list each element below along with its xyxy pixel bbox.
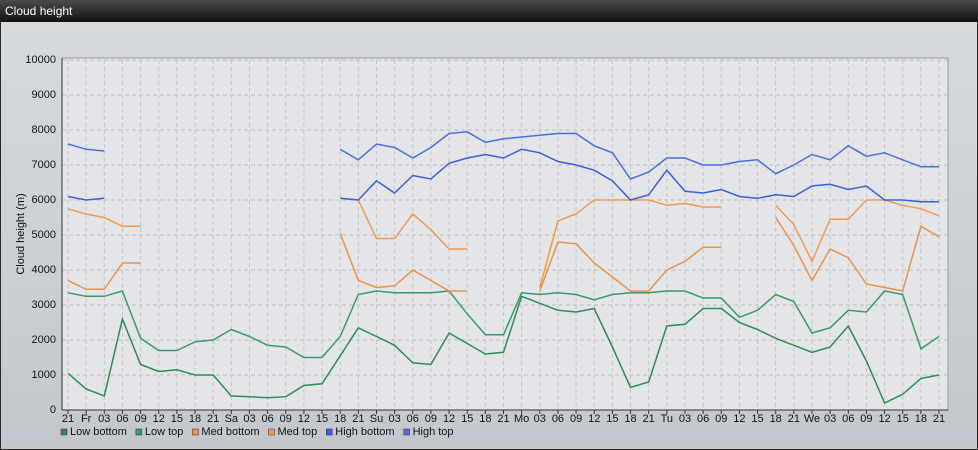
x-tick-label: Su [370, 413, 383, 425]
x-tick-label: 21 [643, 413, 655, 425]
x-tick-label: We [804, 413, 820, 425]
x-tick-label: 18 [479, 413, 491, 425]
x-tick-label: 15 [171, 413, 183, 425]
x-tick-label: Fr [81, 413, 92, 425]
y-tick-label: 9000 [32, 89, 56, 101]
y-tick-label: 1000 [32, 369, 56, 381]
legend-swatch [268, 428, 275, 436]
y-tick-label: 3000 [32, 299, 56, 311]
series-line [67, 197, 940, 288]
y-tick-label: 10000 [25, 54, 56, 66]
x-tick-label: 15 [461, 413, 473, 425]
x-tick-label: 09 [860, 413, 872, 425]
x-tick-label: 06 [697, 413, 709, 425]
series-line [67, 148, 939, 203]
x-tick-label: 18 [915, 413, 927, 425]
x-tick-label: 15 [316, 413, 328, 425]
window-title: Cloud height [0, 0, 978, 22]
x-tick-label: Tu [661, 413, 673, 425]
x-tick-label: 18 [334, 413, 346, 425]
x-tick-label: 06 [116, 413, 128, 425]
series-line [67, 295, 940, 405]
x-tick-label: 21 [352, 413, 364, 425]
y-tick-label: 8000 [32, 124, 56, 136]
y-tick-label: 2000 [32, 334, 56, 346]
y-axis-title: Cloud height (m) [15, 193, 27, 274]
y-tick-label: 4000 [32, 264, 56, 276]
legend-swatch [192, 428, 199, 436]
x-tick-label: 12 [153, 413, 165, 425]
x-tick-label: 18 [770, 413, 782, 425]
x-tick-label: 09 [280, 413, 292, 425]
y-tick-label: 7000 [32, 159, 56, 171]
legend-label: Med bottom [201, 426, 259, 438]
x-tick-label: 21 [788, 413, 800, 425]
y-tick-label: 6000 [32, 194, 56, 206]
x-tick-label: 03 [98, 413, 110, 425]
legend-swatch [60, 428, 68, 436]
x-tick-label: 06 [842, 413, 854, 425]
x-tick-label: 21 [207, 413, 219, 425]
plot-area [61, 57, 949, 411]
legend-label: High top [413, 426, 454, 438]
x-tick-label: Mo [514, 413, 529, 425]
x-tick-label: 06 [407, 413, 419, 425]
x-tick-label: 06 [552, 413, 564, 425]
x-tick-label: 03 [824, 413, 836, 425]
legend-label: High bottom [335, 426, 394, 438]
x-tick-label: 15 [897, 413, 909, 425]
chart-panel: Cloud height (m) 0 1000 2000 3000 4000 5000 60… [1, 22, 977, 449]
x-tick-label: 12 [588, 413, 600, 425]
x-tick-label: 09 [715, 413, 727, 425]
x-tick-label: 03 [243, 413, 255, 425]
x-tick-label: 03 [534, 413, 546, 425]
x-tick-label: Sa [225, 413, 239, 425]
x-tick-label: 21 [62, 413, 74, 425]
x-tick-label: 18 [189, 413, 201, 425]
x-tick-label: 09 [425, 413, 437, 425]
x-tick-label: 18 [624, 413, 636, 425]
x-tick-label: 09 [134, 413, 146, 425]
x-tick-label: 12 [733, 413, 745, 425]
x-tick-label: 15 [751, 413, 763, 425]
legend-label: Low top [145, 426, 184, 438]
legend-swatch [326, 428, 333, 436]
x-tick-label: 21 [933, 413, 945, 425]
legend-swatch [135, 428, 143, 436]
x-tick-label: 12 [443, 413, 455, 425]
x-tick-label: 09 [570, 413, 582, 425]
y-tick-label: 5000 [32, 229, 56, 241]
legend-label: Low bottom [70, 426, 127, 438]
x-tick-label: 06 [261, 413, 273, 425]
series-line [67, 131, 939, 180]
y-tick-label: 0 [50, 404, 56, 416]
legend-swatch [403, 428, 410, 436]
x-tick-label: 03 [389, 413, 401, 425]
series-line [67, 290, 940, 359]
chart: Cloud height (m) 0 1000 2000 3000 4000 5000 60… [15, 54, 949, 438]
series-line [67, 217, 940, 292]
legend-label: Med top [278, 426, 318, 438]
x-tick-label: 21 [497, 413, 509, 425]
x-tick-label: 03 [679, 413, 691, 425]
x-tick-label: 15 [606, 413, 618, 425]
x-tick-label: 12 [298, 413, 310, 425]
x-tick-label: 12 [878, 413, 890, 425]
